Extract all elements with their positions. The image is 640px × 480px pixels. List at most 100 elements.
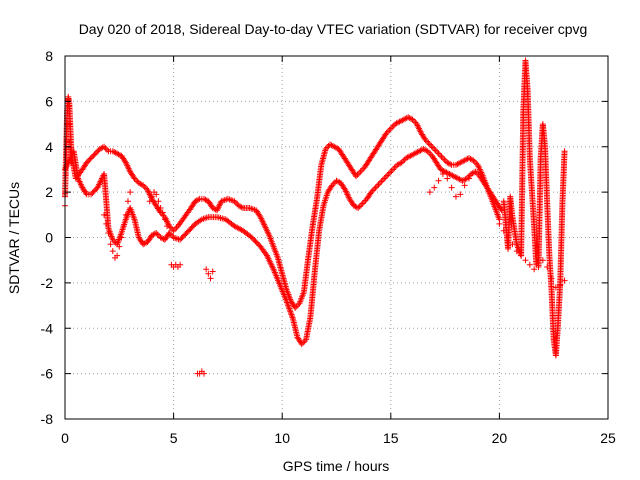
data-point <box>195 196 202 203</box>
data-point <box>153 191 160 198</box>
data-point <box>161 216 168 223</box>
data-point <box>103 220 110 227</box>
series <box>203 266 216 282</box>
data-point <box>154 231 161 238</box>
data-point <box>522 257 529 264</box>
data-point <box>471 169 478 176</box>
data-point <box>391 164 398 171</box>
data-point <box>88 191 95 198</box>
data-point <box>435 177 442 184</box>
data-point <box>146 198 153 205</box>
data-point <box>437 152 444 159</box>
data-point <box>374 183 381 190</box>
data-point <box>87 155 94 162</box>
data-point <box>65 102 72 109</box>
data-point <box>386 127 393 134</box>
x-tick-label: 5 <box>170 430 178 446</box>
series <box>426 170 472 200</box>
data-point <box>85 158 92 165</box>
data-point <box>509 241 516 248</box>
data-point <box>322 146 329 153</box>
data-point <box>378 178 385 185</box>
data-point <box>177 261 184 268</box>
data-point <box>177 236 184 243</box>
data-point <box>421 146 428 153</box>
data-point <box>389 166 396 173</box>
data-point <box>361 198 368 205</box>
series <box>168 261 184 270</box>
data-point <box>64 107 71 114</box>
x-tick-label: 0 <box>61 430 69 446</box>
data-point <box>379 177 386 184</box>
data-point <box>429 144 436 151</box>
data-points <box>62 57 568 377</box>
data-point <box>120 223 127 230</box>
series <box>101 189 134 261</box>
data-point <box>434 149 441 156</box>
y-tick-label: 0 <box>45 230 53 246</box>
data-point <box>91 187 98 194</box>
data-point <box>66 139 73 146</box>
data-point <box>107 241 114 248</box>
data-point <box>358 167 365 174</box>
data-point <box>118 234 125 241</box>
data-point <box>376 180 383 187</box>
data-point <box>513 248 520 255</box>
data-point <box>238 204 245 211</box>
data-point <box>205 270 212 277</box>
data-point <box>444 175 451 182</box>
data-point <box>90 188 97 195</box>
data-point <box>435 150 442 157</box>
data-point <box>127 189 134 196</box>
data-point <box>201 370 208 377</box>
data-point <box>384 172 391 179</box>
data-point <box>157 205 164 212</box>
data-point <box>526 261 533 268</box>
data-point <box>387 125 394 132</box>
data-point <box>83 159 90 166</box>
data-point <box>441 156 448 163</box>
series <box>62 146 505 348</box>
series <box>496 220 568 291</box>
data-point <box>371 186 378 193</box>
data-point <box>561 148 568 155</box>
data-point <box>172 226 179 233</box>
data-point <box>155 198 162 205</box>
data-point <box>164 223 171 230</box>
data-point <box>535 263 542 270</box>
y-tick-label: 8 <box>45 48 53 64</box>
data-point <box>182 231 189 238</box>
y-tick-label: -4 <box>41 320 54 336</box>
data-point <box>544 263 551 270</box>
data-point <box>148 193 155 200</box>
data-point <box>122 211 129 218</box>
data-point <box>68 159 75 166</box>
data-point <box>539 257 546 264</box>
data-point <box>467 155 474 162</box>
data-point <box>105 229 112 236</box>
data-point <box>109 248 116 255</box>
data-point <box>498 207 505 214</box>
y-tick-label: -8 <box>41 411 54 427</box>
data-point <box>178 235 185 242</box>
data-point <box>432 147 439 154</box>
data-point <box>90 152 97 159</box>
data-point <box>460 177 467 184</box>
chart-title: Day 020 of 2018, Sidereal Day-to-day VTE… <box>79 21 588 37</box>
data-point <box>425 139 432 146</box>
x-tick-label: 10 <box>274 430 290 446</box>
data-point <box>531 266 538 273</box>
data-point <box>431 184 438 191</box>
data-point <box>448 184 455 191</box>
data-point <box>202 196 209 203</box>
axes: 0 5 10 15 20 25 -8 -6 -4 -2 0 2 4 6 8 <box>41 48 616 446</box>
data-point <box>91 151 98 158</box>
data-point <box>465 175 472 182</box>
data-point <box>548 275 555 282</box>
data-point <box>457 191 464 198</box>
y-tick-label: 2 <box>45 184 53 200</box>
data-point <box>557 282 564 289</box>
data-point <box>159 209 166 216</box>
x-tick-label: 15 <box>383 430 399 446</box>
x-tick-label: 25 <box>600 430 616 446</box>
